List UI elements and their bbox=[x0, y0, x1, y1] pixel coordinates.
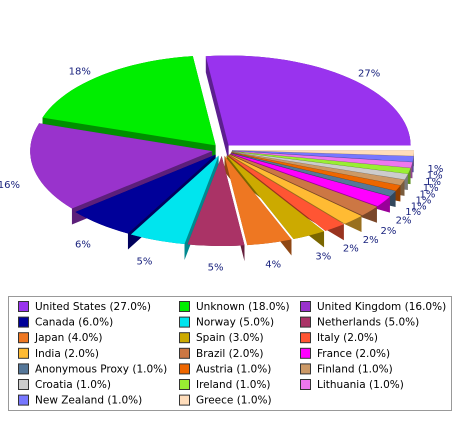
legend-swatch bbox=[179, 316, 190, 328]
legend-swatch bbox=[179, 379, 190, 390]
slice bbox=[231, 151, 408, 180]
data-label: 2% bbox=[396, 215, 412, 226]
legend-swatch bbox=[18, 316, 29, 328]
data-label: 5% bbox=[136, 257, 152, 268]
slice bbox=[229, 153, 377, 216]
legend-label: Croatia (1.0%) bbox=[35, 379, 111, 391]
data-label: 2% bbox=[380, 226, 396, 237]
data-label: 1% bbox=[428, 164, 444, 175]
data-label: 1% bbox=[425, 177, 441, 188]
slice bbox=[230, 152, 396, 197]
data-label: 2% bbox=[363, 235, 379, 246]
slice-side bbox=[227, 154, 344, 247]
legend-label: Lithuania (1.0%) bbox=[317, 379, 404, 391]
slice bbox=[232, 150, 414, 156]
legend-swatch bbox=[18, 379, 29, 390]
data-label: 6% bbox=[75, 239, 91, 250]
legend-label: Norway (5.0%) bbox=[196, 317, 274, 329]
legend-swatch bbox=[179, 347, 190, 359]
legend-box bbox=[8, 296, 452, 411]
legend-swatch bbox=[300, 363, 311, 375]
legend-swatch bbox=[300, 347, 311, 359]
data-label: 1% bbox=[416, 195, 432, 206]
slice bbox=[227, 154, 344, 231]
legend-label: New Zealand (1.0%) bbox=[35, 395, 142, 407]
legend-swatch bbox=[18, 347, 29, 359]
data-label: 27% bbox=[358, 69, 380, 80]
legend-label: Finland (1.0%) bbox=[317, 363, 393, 375]
legend-label: Austria (1.0%) bbox=[196, 363, 271, 375]
data-label: 1% bbox=[419, 189, 435, 200]
data-label: 3% bbox=[315, 252, 331, 263]
slice bbox=[224, 155, 292, 246]
legend-label: Japan (4.0%) bbox=[34, 332, 103, 344]
legend-swatch bbox=[18, 301, 29, 312]
legend-label: Greece (1.0%) bbox=[196, 395, 272, 407]
slice bbox=[226, 155, 325, 240]
slice bbox=[231, 150, 413, 168]
data-label: 4% bbox=[265, 260, 281, 271]
data-label: 16% bbox=[0, 180, 20, 191]
legend-swatch bbox=[179, 301, 190, 312]
slice bbox=[75, 154, 216, 234]
legend-swatch bbox=[179, 332, 190, 344]
legend-label: United Kingdom (16.0%) bbox=[317, 301, 446, 313]
slice bbox=[30, 123, 213, 209]
data-label: 2% bbox=[343, 243, 359, 254]
legend-swatch bbox=[18, 332, 29, 344]
legend-label: Unknown (18.0%) bbox=[196, 301, 290, 313]
slice bbox=[205, 55, 411, 146]
legend-swatch bbox=[18, 363, 29, 375]
slice bbox=[228, 154, 362, 224]
legend-swatch bbox=[18, 394, 29, 406]
legend-label: Spain (3.0%) bbox=[196, 332, 264, 344]
legend-label: Anonymous Proxy (1.0%) bbox=[35, 363, 167, 375]
legend-label: Brazil (2.0%) bbox=[196, 348, 264, 360]
data-label: 1% bbox=[423, 183, 439, 194]
slice bbox=[42, 56, 216, 146]
slice bbox=[130, 155, 219, 245]
slice bbox=[231, 150, 414, 162]
legend-label: Netherlands (5.0%) bbox=[317, 317, 419, 329]
legend-label: United States (27.0%) bbox=[35, 301, 151, 313]
data-label: 1% bbox=[405, 207, 421, 218]
legend-swatch bbox=[300, 332, 311, 344]
legend-swatch bbox=[179, 363, 190, 375]
slice bbox=[187, 156, 245, 246]
slice bbox=[231, 151, 411, 174]
legend-label: France (2.0%) bbox=[317, 348, 390, 360]
legend-label: Italy (2.0%) bbox=[317, 332, 378, 344]
data-label: 5% bbox=[208, 263, 224, 274]
legend-label: Ireland (1.0%) bbox=[196, 379, 271, 391]
legend-label: Canada (6.0%) bbox=[35, 317, 113, 329]
slice bbox=[230, 153, 390, 207]
data-label: 18% bbox=[69, 67, 91, 78]
legend-label: India (2.0%) bbox=[35, 348, 99, 360]
legend-swatch bbox=[300, 316, 311, 328]
data-label: 1% bbox=[427, 171, 443, 182]
slice bbox=[231, 152, 401, 191]
slice bbox=[231, 152, 405, 186]
data-label: 1% bbox=[411, 201, 427, 212]
legend-swatch bbox=[300, 379, 311, 390]
legend-swatch bbox=[300, 301, 311, 312]
legend-swatch bbox=[179, 394, 190, 406]
